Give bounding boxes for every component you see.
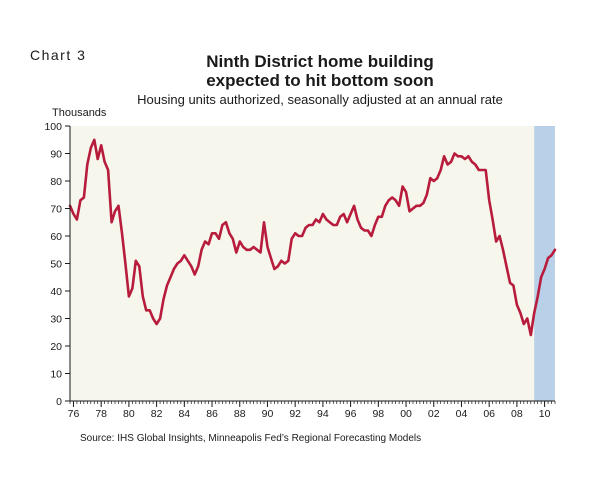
x-tick-label: 80: [123, 408, 135, 420]
chart-title-line-2: expected to hit bottom soon: [206, 71, 434, 90]
y-tick-label: 30: [50, 314, 62, 326]
x-tick-label: 94: [317, 408, 329, 420]
x-tick-label: 00: [400, 408, 412, 420]
x-tick-label: 76: [68, 408, 80, 420]
y-tick-label: 90: [50, 149, 62, 161]
x-tick-label: 04: [456, 408, 468, 420]
y-tick-label: 20: [50, 341, 62, 353]
y-tick-label: 40: [50, 286, 62, 298]
x-tick-label: 08: [511, 408, 523, 420]
x-tick-label: 06: [483, 408, 495, 420]
x-tick-label: 98: [372, 408, 384, 420]
y-tick-label: 10: [50, 369, 62, 381]
chart-subtitle: Housing units authorized, seasonally adj…: [137, 92, 503, 107]
y-tick-label: 80: [50, 176, 62, 188]
y-tick-label: 100: [44, 121, 62, 133]
y-tick-label: 0: [56, 396, 62, 408]
x-tick-label: 96: [345, 408, 357, 420]
source-note: Source: IHS Global Insights, Minneapolis…: [80, 433, 422, 444]
x-tick-label: 02: [428, 408, 440, 420]
x-tick-label: 88: [234, 408, 246, 420]
y-tick-label: 50: [50, 259, 62, 271]
x-tick-label: 10: [539, 408, 551, 420]
y-tick-label: 60: [50, 231, 62, 243]
x-tick-label: 82: [151, 408, 163, 420]
x-tick-label: 86: [206, 408, 218, 420]
x-tick-label: 84: [178, 408, 190, 420]
y-tick-label: 70: [50, 204, 62, 216]
forecast-band: [534, 126, 555, 401]
plot-area: [70, 126, 555, 401]
data-series-line: [68, 138, 557, 337]
x-tick-label: 92: [289, 408, 301, 420]
x-tick-label: 78: [95, 408, 107, 420]
y-axis-units-label: Thousands: [52, 107, 107, 119]
chart-number-label: Chart 3: [30, 47, 87, 63]
x-tick-label: 90: [262, 408, 274, 420]
chart-title-line-1: Ninth District home building: [206, 52, 434, 71]
